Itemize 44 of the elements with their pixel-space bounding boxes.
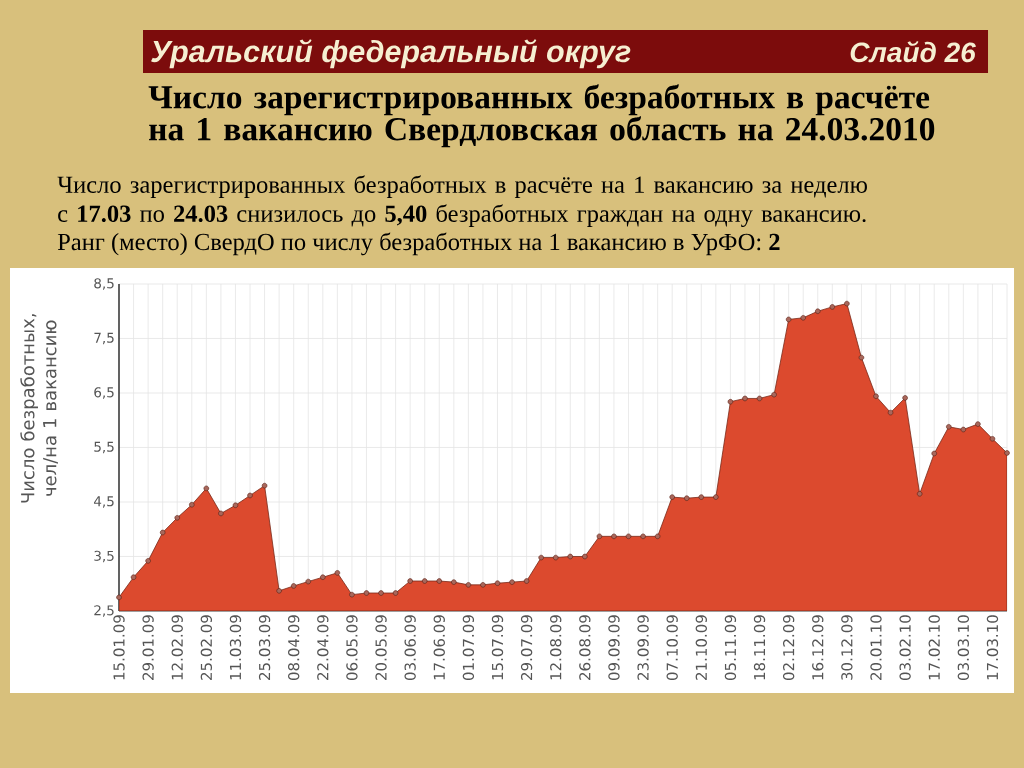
x-tick-label: 12.02.09 xyxy=(171,615,183,680)
x-tick-label: 18.11.09 xyxy=(753,615,766,680)
y-tick-label: 4,5 xyxy=(93,496,114,508)
x-tick-label: 20.05.09 xyxy=(375,615,387,680)
x-tick-label: 21.10.09 xyxy=(695,615,707,680)
x-tick-label: 11.03.09 xyxy=(229,615,242,680)
x-tick-label: 16.12.09 xyxy=(812,615,824,680)
y-tick-label: 6,5 xyxy=(94,387,114,399)
text: Число зарегистрированных безработных в расчёте на 1 вакансию за неделю с 17.03 по 24.03 снизилось до 5,40 безработных граждан на одну вакансию. xyxy=(57,175,867,228)
x-tick-label: 03.06.09 xyxy=(404,615,416,681)
x-tick-label: 15.01.09 xyxy=(113,615,125,680)
x-tick-label: 17.06.09 xyxy=(433,615,445,680)
x-tick-label: 25.02.09 xyxy=(200,615,213,680)
x-tick-label: 03.03.10 xyxy=(957,615,970,681)
x-tick-label: 07.10.09 xyxy=(666,615,678,681)
x-tick-label: 22.04.09 xyxy=(317,615,329,680)
y-axis-title: Число безработных, чел/на 1 вакансию xyxy=(20,314,58,503)
text: Ранг (место) СвердО по числу безработных на 1 вакансию в УрФО: 2 xyxy=(57,232,780,256)
x-tick-label: 06.05.09 xyxy=(346,615,358,681)
y-tick-label: 7,5 xyxy=(94,332,114,345)
x-tick-label: 29.01.09 xyxy=(142,615,154,680)
x-tick-label: 25.03.09 xyxy=(258,615,271,680)
x-tick-label: 26.08.09 xyxy=(579,615,591,680)
y-tick-label: 8,5 xyxy=(94,278,114,290)
chart-title: Число зарегистрированных безработных в расчёте на 1 вакансию Свердловская область на 24.03.2010 xyxy=(148,84,935,148)
x-tick-label: 01.07.09 xyxy=(462,615,475,681)
x-tick-label: 15.07.09 xyxy=(491,615,504,680)
x-tick-label: 08.04.09 xyxy=(288,615,300,681)
text: Уральский федеральный округ xyxy=(151,39,631,69)
y-tick-label: 5,5 xyxy=(94,441,114,454)
text: Слайд 26 xyxy=(850,41,976,63)
x-tick-label: 17.02.10 xyxy=(928,615,940,680)
y-tick-label: 2,5 xyxy=(94,605,114,617)
x-tick-label: 03.02.10 xyxy=(899,615,911,681)
x-tick-label: 30.12.09 xyxy=(841,615,853,680)
x-tick-label: 05.11.09 xyxy=(724,615,737,681)
x-tick-label: 02.12.09 xyxy=(782,615,795,681)
x-tick-label: 17.03.10 xyxy=(986,615,999,680)
x-tick-label: 29.07.09 xyxy=(520,615,533,680)
y-tick-label: 3,5 xyxy=(94,550,114,563)
x-tick-label: 09.09.09 xyxy=(608,615,620,681)
x-tick-label: 12.08.09 xyxy=(550,615,562,680)
x-tick-label: 23.09.09 xyxy=(637,615,649,680)
x-tick-label: 20.01.10 xyxy=(870,615,882,680)
